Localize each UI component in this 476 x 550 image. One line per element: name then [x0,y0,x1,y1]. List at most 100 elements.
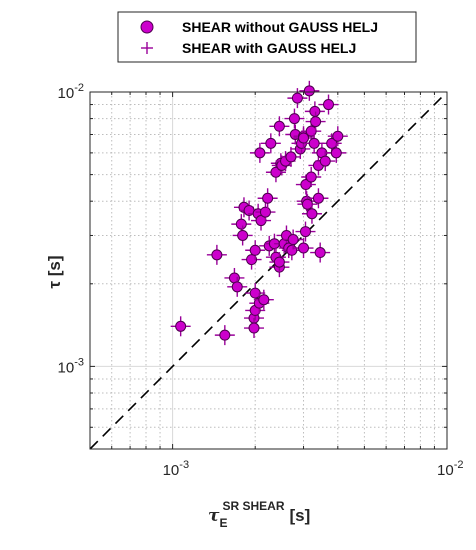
data-point-marker [265,137,277,149]
y-tick-label-exponent: -3 [74,356,84,368]
data-points-layer [170,80,348,346]
data-point [170,316,191,337]
data-point-marker [312,192,324,204]
data-point-marker [175,320,187,332]
x-axis-label-sub: E [219,516,227,530]
data-point [269,252,290,273]
data-point-marker [306,208,318,220]
data-point-marker [262,192,274,204]
legend: SHEAR without GAUSS HELJ SHEAR with GAUSS… [117,11,417,63]
data-point [249,142,270,163]
data-point [251,210,272,231]
data-point [301,167,322,188]
data-point [241,249,262,270]
data-point-marker [249,244,261,256]
x-tick-label-exponent: -2 [454,459,464,471]
legend-box [117,11,417,63]
data-point-marker [314,247,326,259]
data-point [232,225,253,246]
x-tick-label: 10-2 [437,459,463,479]
data-point-marker [285,151,297,163]
data-point-marker [330,147,342,159]
data-point [287,88,308,109]
data-point-marker [286,244,298,256]
data-point-marker [298,132,310,144]
legend-circle-marker [140,20,154,34]
data-point [299,80,320,101]
data-point-marker [211,249,223,261]
data-point-marker [249,287,261,299]
data-point-marker [273,256,285,268]
data-point [293,127,314,148]
x-axis-label-unit: [s] [289,506,310,525]
data-point [214,325,235,346]
data-point-marker [323,99,335,111]
data-point-marker [291,92,303,104]
data-point-marker [305,171,317,183]
data-point [244,318,265,339]
legend-entry: SHEAR without GAUSS HELJ [140,19,378,35]
data-point [269,116,290,137]
data-point [280,146,301,167]
data-point [310,242,331,263]
axes-layer: 10-3 10-210-310-2 [58,82,464,479]
x-axis-label-symbol: τ [208,506,220,526]
data-point [253,289,274,310]
y-tick-label-base: 10 [58,359,75,376]
data-point [304,133,325,154]
x-tick-label: 10-3 [163,459,189,479]
data-point-marker [310,116,322,128]
data-point [255,202,276,223]
data-point [284,108,305,129]
reference-line [89,91,448,450]
data-point [206,244,227,265]
data-point [245,240,266,261]
x-axis-label-sup: SR SHEAR [222,499,284,513]
data-point [283,229,304,250]
y-axis-label: τ [s] [45,255,64,288]
data-point [260,133,281,154]
x-axis-label: τE SR SHEAR [s] [208,499,310,530]
data-point-marker [298,242,310,254]
data-point-marker [288,113,300,125]
data-point [326,142,347,163]
axis-labels-layer: τE SR SHEAR [s] τ [s] [45,255,310,530]
data-point-marker [248,322,260,334]
data-point-marker [231,281,243,293]
y-tick-label-base: 10 [58,85,75,102]
data-point [293,238,314,259]
data-point-marker [258,294,270,306]
legend-entry: SHEAR with GAUSS HELJ [141,40,356,56]
data-point-marker [254,147,266,159]
data-point-marker [319,155,331,167]
data-point-marker [219,329,231,341]
data-point-marker [299,226,311,238]
data-point [318,94,339,115]
data-point [295,221,316,242]
y-tick-label: 10-3 [58,356,84,376]
y-tick-label-exponent: -2 [74,82,84,94]
x-tick-label-base: 10 [163,462,180,479]
data-point-marker [301,198,313,210]
reference-line-layer [89,91,448,450]
data-point [301,203,322,224]
x-tick-label-exponent: -3 [179,459,189,471]
data-point [327,126,348,147]
data-point [305,111,326,132]
data-point-marker [303,85,315,97]
data-point-marker [273,120,285,132]
legend-label: SHEAR with GAUSS HELJ [182,40,356,56]
data-point-marker [332,130,344,142]
data-point-marker [259,206,271,218]
data-point [308,188,329,209]
data-point [315,151,336,172]
y-tick-label: 10-2 [58,82,84,102]
axes-box [89,91,448,450]
data-point-marker [235,218,247,230]
data-point [227,276,248,297]
data-point-marker [308,137,320,149]
data-point-marker [309,105,321,117]
legend-label: SHEAR without GAUSS HELJ [182,19,378,35]
x-tick-label-base: 10 [437,462,454,479]
